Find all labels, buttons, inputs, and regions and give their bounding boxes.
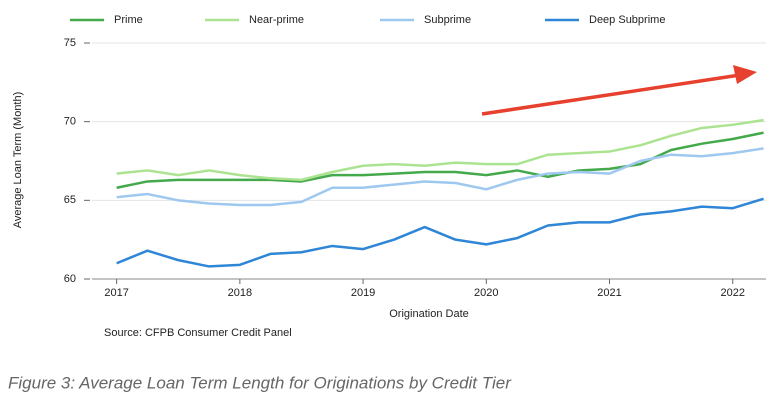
y-axis-label: Average Loan Term (Month) — [12, 92, 24, 229]
series-line — [116, 197, 764, 268]
series-line — [116, 118, 764, 182]
x-tick-label: 2022 — [720, 287, 744, 299]
x-tick-label: 2021 — [597, 287, 621, 299]
series-line — [116, 147, 764, 207]
legend-label: Prime — [114, 14, 143, 26]
legend-label: Subprime — [424, 14, 471, 26]
x-tick-label: 2017 — [104, 287, 128, 299]
arrow — [481, 65, 757, 116]
legend-label: Deep Subprime — [589, 14, 665, 26]
x-tick-label: 2020 — [474, 287, 498, 299]
y-tick-label: 60 — [64, 273, 76, 285]
legend-label: Near-prime — [249, 14, 304, 26]
y-tick-label: 70 — [64, 116, 76, 128]
y-tick-label: 75 — [64, 37, 76, 49]
y-tick-label: 65 — [64, 194, 76, 206]
x-tick-label: 2018 — [228, 287, 252, 299]
x-axis-label: Origination Date — [389, 308, 469, 320]
source: Source: CFPB Consumer Credit Panel — [104, 327, 292, 339]
series-line — [116, 131, 764, 189]
caption: Figure 3: Average Loan Term Length for O… — [8, 373, 512, 392]
x-tick-label: 2019 — [351, 287, 375, 299]
